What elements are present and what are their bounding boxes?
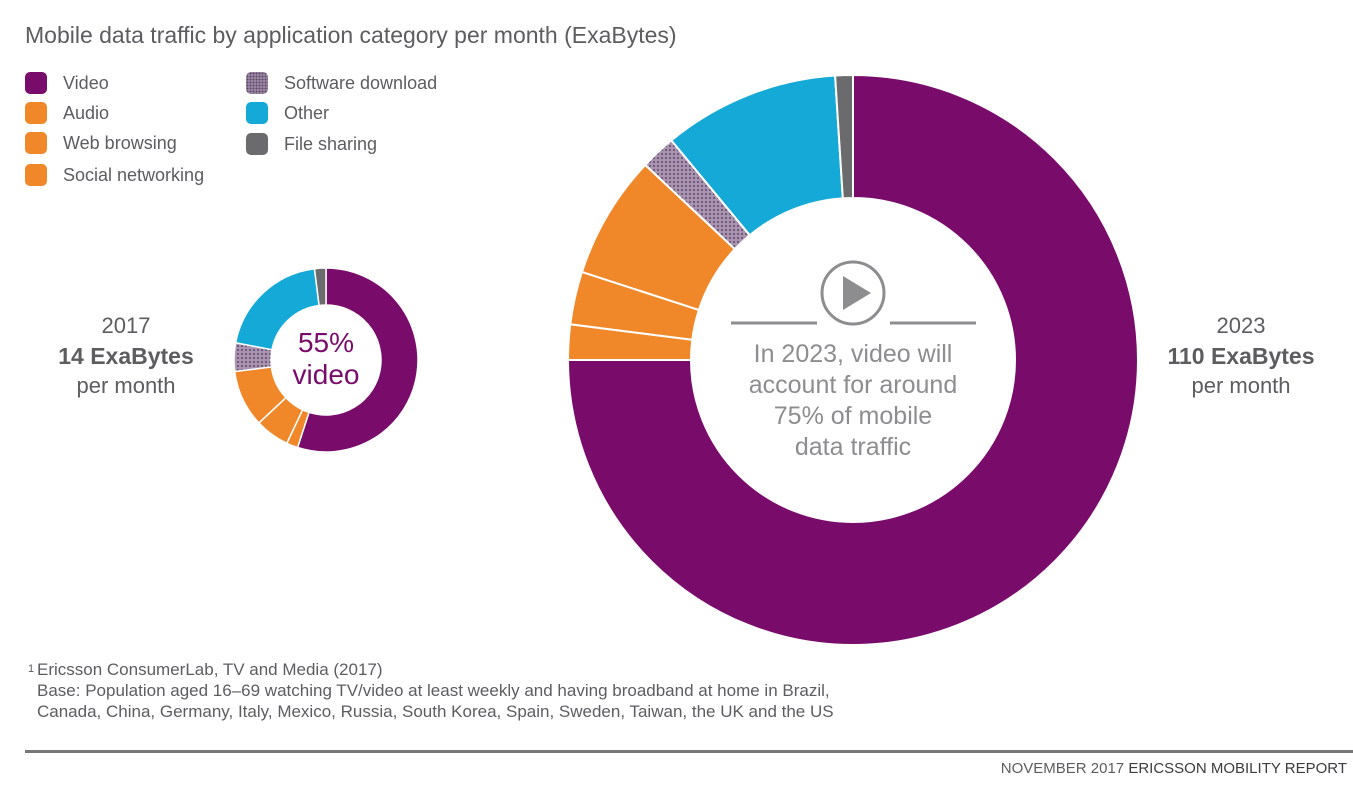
year-label-2017: 2017 <box>101 313 151 338</box>
legend-label-social-networking: Social networking <box>63 165 205 185</box>
total-label-2017: 14 ExaBytes <box>58 343 194 369</box>
center-text-2017-line-2: video <box>293 359 360 390</box>
slice-2023-file-sharing <box>834 73 854 200</box>
total-label-2023: 110 ExaBytes <box>1167 343 1315 369</box>
legend-swatch-other <box>246 102 268 124</box>
legend-swatch-file-sharing <box>246 133 268 155</box>
legend-swatch-software-download <box>246 72 268 94</box>
year-block-2017: 2017 14 ExaBytes per month <box>36 311 216 401</box>
footer-divider <box>25 750 1353 753</box>
play-icon <box>731 260 976 326</box>
year-label-2023: 2023 <box>1216 313 1266 338</box>
legend: Video Audio Web browsing Social networki… <box>25 71 485 196</box>
legend-label-web-browsing: Web browsing <box>63 133 177 153</box>
legend-swatch-social-networking <box>25 164 47 186</box>
report-date: NOVEMBER 2017 <box>1000 760 1125 777</box>
footnote-line-1: Ericsson ConsumerLab, TV and Media (2017… <box>37 660 383 679</box>
slice-2023-video <box>566 73 1139 646</box>
slice-2017-file-sharing <box>313 267 327 307</box>
footnote: 1 Ericsson ConsumerLab, TV and Media (20… <box>25 659 834 722</box>
legend-label-software-download: Software download <box>284 73 438 93</box>
legend-label-audio: Audio <box>63 103 110 123</box>
center-text-2023-line-4: data traffic <box>795 433 911 461</box>
legend-swatch-audio <box>25 102 47 124</box>
legend-label-file-sharing: File sharing <box>284 134 378 154</box>
year-block-2023: 2023 110 ExaBytes per month <box>1146 311 1336 401</box>
legend-label-other: Other <box>284 103 330 123</box>
center-text-2023-line-2: account for around <box>749 371 957 399</box>
report-brand: ERICSSON MOBILITY REPORT <box>1128 760 1347 777</box>
legend-label-video: Video <box>63 73 109 93</box>
legend-swatch-video <box>25 72 47 94</box>
center-text-2023-line-3: 75% of mobile <box>774 402 932 430</box>
report-footer: NOVEMBER 2017 ERICSSON MOBILITY REPORT <box>1001 760 1347 777</box>
footnote-marker: 1 <box>28 663 35 675</box>
chart-title: Mobile data traffic by application categ… <box>25 22 677 48</box>
legend-swatch-web-browsing <box>25 132 47 154</box>
center-text-2017-line-1: 55% <box>298 327 354 358</box>
slice-2017-video <box>296 267 419 453</box>
donut-2017 <box>233 267 419 453</box>
center-text-2023-line-1: In 2023, video will <box>754 340 953 368</box>
footnote-line-2: Base: Population aged 16–69 watching TV/… <box>37 681 830 700</box>
footnote-line-3: Canada, China, Germany, Italy, Mexico, R… <box>37 702 834 721</box>
donut-2023 <box>566 73 1139 646</box>
unit-label-2023: per month <box>1191 373 1291 398</box>
unit-label-2017: per month <box>76 373 176 398</box>
